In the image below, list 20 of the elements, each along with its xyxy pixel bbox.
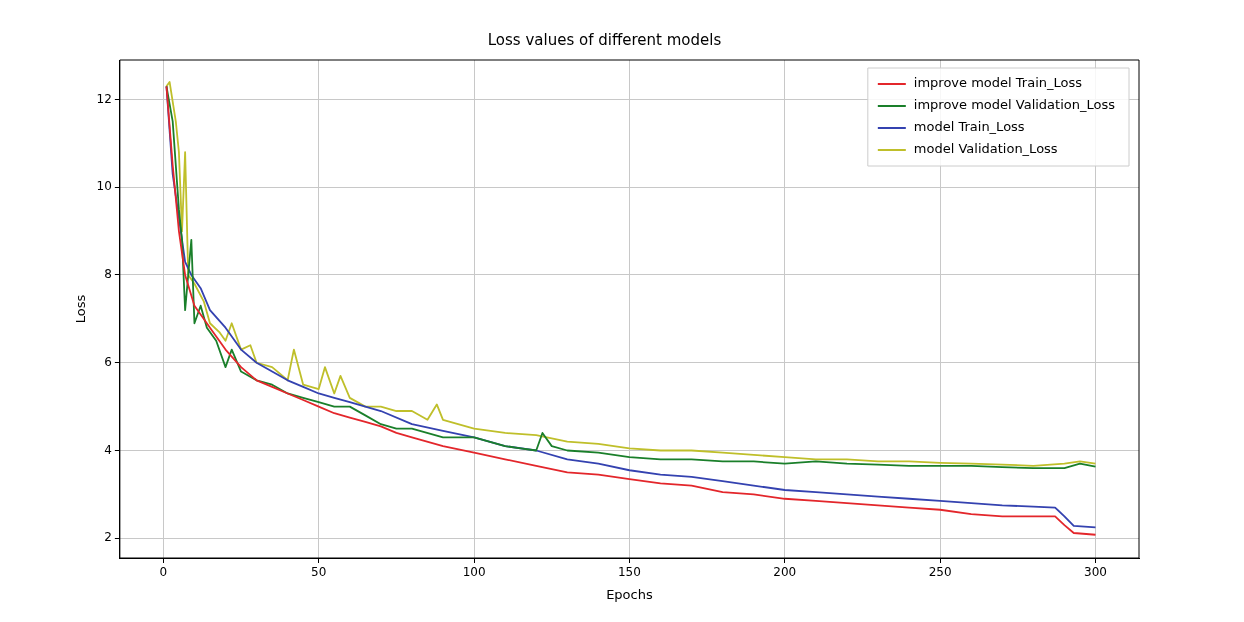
x-tick-label: 50 [311,565,327,580]
legend-label: model Validation_Loss [913,141,1058,157]
y-tick-label: 10 [96,179,112,194]
y-axis-title: Loss [73,294,89,324]
y-tick-label: 4 [104,442,112,457]
chart-title: Loss values of different models [487,30,722,49]
x-tick-label: 100 [462,565,486,580]
x-tick-label: 150 [617,565,641,580]
y-tick-label: 12 [96,91,112,106]
x-tick-label: 200 [773,565,797,580]
y-tick-label: 6 [104,354,112,369]
y-tick-label: 2 [104,530,112,545]
y-tick-label: 8 [104,267,112,282]
x-axis-title: Epochs [606,586,653,602]
legend-label: model Train_Loss [913,119,1025,135]
x-tick-label: 0 [159,565,168,580]
legend-label: improve model Validation_Loss [913,97,1116,113]
x-tick-label: 250 [928,565,952,580]
x-tick-label: 300 [1084,565,1107,580]
legend-label: improve model Train_Loss [913,75,1083,91]
